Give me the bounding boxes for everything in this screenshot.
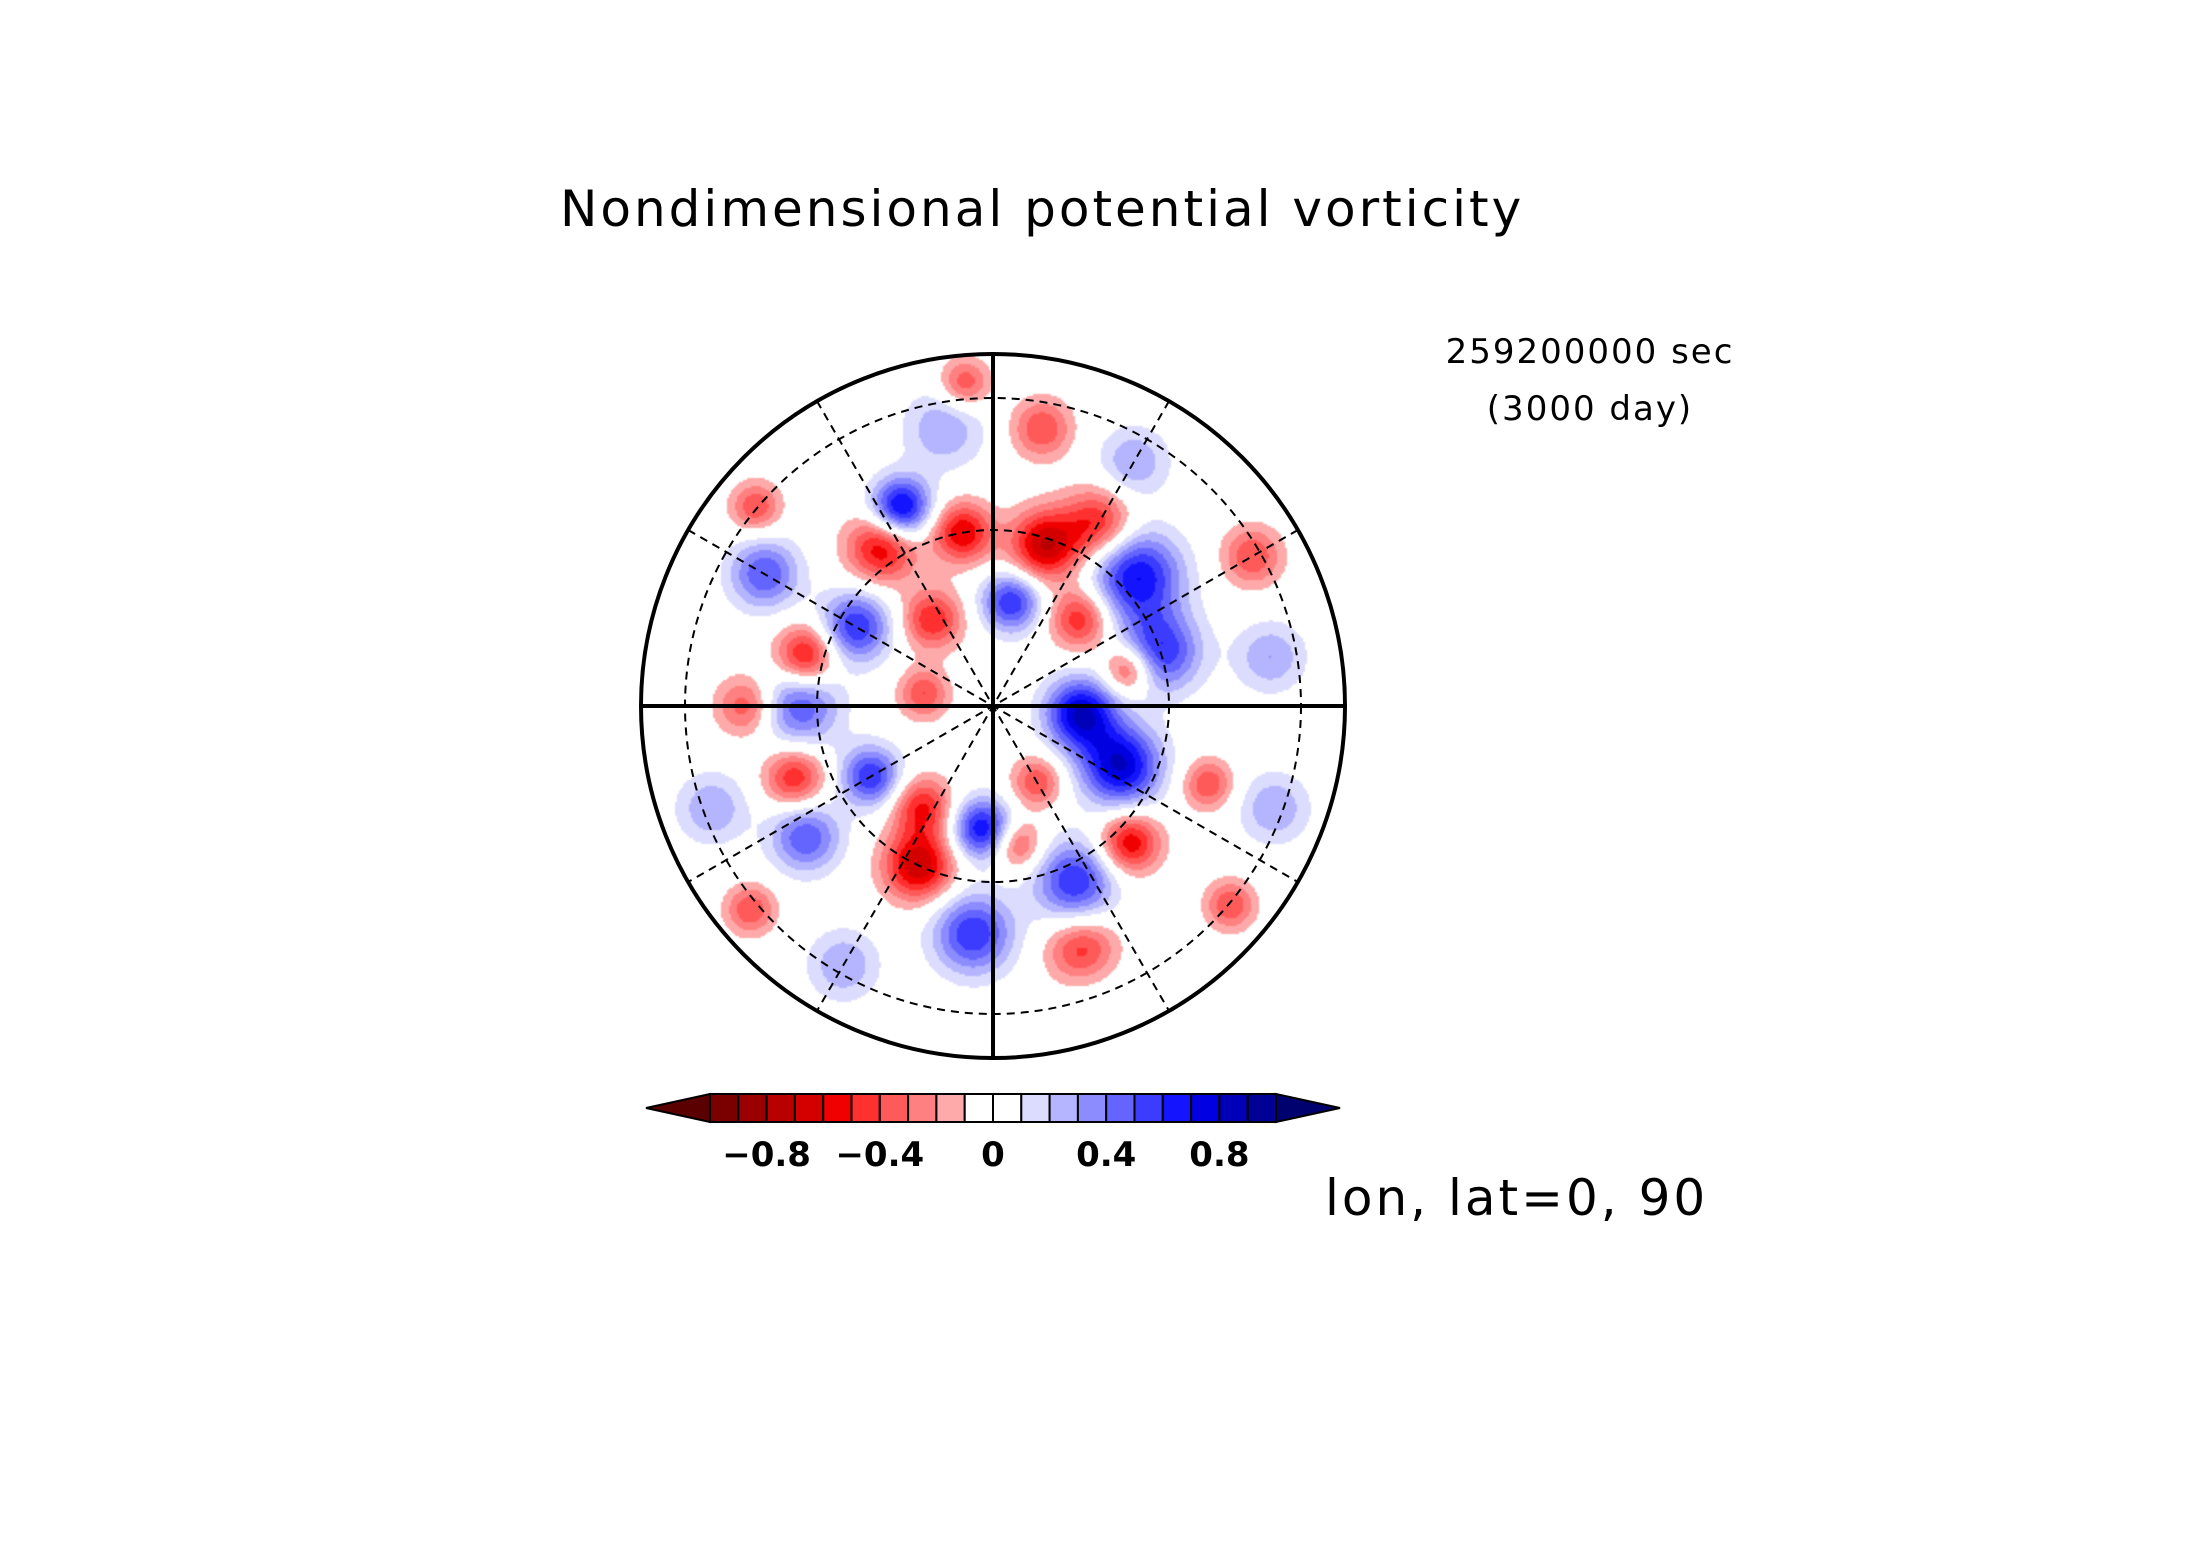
colorbar-extend-high [1275,1092,1341,1124]
time-days-label: (3000 day) [1487,389,1693,429]
colorbar-ticks: −0.8 −0.4 0 0.4 0.8 [722,1135,1249,1175]
colorbar-tick-label: 0.4 [1076,1135,1136,1175]
graticule [641,354,1345,1058]
colorbar-tick-label: −0.4 [835,1135,924,1175]
map-boundary [639,352,1347,1060]
colorbar-swatch [709,1093,740,1123]
colorbar-swatch [1048,1093,1079,1123]
colorbar-swatch [935,1093,966,1123]
colorbar [645,1092,1341,1124]
chart-title: Nondimensional potential vorticity [560,180,1524,238]
projection-caption: lon, lat=0, 90 [1325,1169,1708,1227]
colorbar-swatch [793,1093,825,1123]
colorbar-swatch [765,1093,796,1123]
colorbar-swatch [1105,1093,1136,1123]
colorbar-tick-label: 0.8 [1189,1135,1249,1175]
colorbar-tick-label: 0 [981,1135,1005,1175]
colorbar-swatch [963,1093,995,1123]
colorbar-swatch [1020,1093,1051,1123]
colorbar-swatch [1218,1093,1249,1123]
colorbar-tick-label: −0.8 [722,1135,811,1175]
colorbar-extend-low [645,1092,711,1124]
colorbar-swatch [850,1093,881,1123]
meridian-line [687,529,1299,883]
colorbar-swatch [1133,1093,1164,1123]
colorbar-swatch [907,1093,938,1123]
colorbar-swatch [822,1093,853,1123]
polar-map [639,352,1347,1060]
colorbar-swatch [1246,1093,1277,1123]
colorbar-swatch [1161,1093,1193,1123]
colorbar-swatch [737,1093,768,1123]
time-seconds-label: 259200000 sec [1446,332,1735,372]
colorbar-swatch [992,1093,1023,1123]
colorbar-swatch [1190,1093,1221,1123]
colorbar-swatch [878,1093,910,1123]
colorbar-swatch [1076,1093,1108,1123]
